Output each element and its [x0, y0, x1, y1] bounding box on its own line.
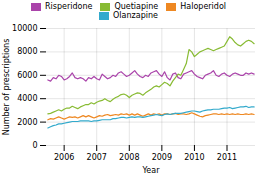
svg-text:10000: 10000 — [12, 24, 37, 33]
svg-text:8000: 8000 — [17, 47, 37, 56]
svg-text:Year: Year — [142, 166, 161, 175]
svg-text:0: 0 — [32, 141, 37, 150]
svg-text:2009: 2009 — [152, 153, 172, 162]
html-text:Risperidone: Risperidone — [45, 2, 93, 11]
svg-text:2006: 2006 — [54, 153, 74, 162]
svg-text:Number of prescriptions: Number of prescriptions — [2, 39, 11, 136]
svg-text:6000: 6000 — [17, 71, 37, 80]
svg-text:2010: 2010 — [184, 153, 204, 162]
svg-text:4000: 4000 — [17, 94, 37, 103]
html-text:Quetiapine: Quetiapine — [114, 2, 159, 11]
html-text:Olanzapine: Olanzapine — [113, 11, 158, 20]
svg-text:2008: 2008 — [119, 153, 139, 162]
svg-text:2000: 2000 — [17, 118, 37, 127]
html-text:Haloperidol: Haloperidol — [180, 2, 226, 11]
svg-text:2011: 2011 — [217, 153, 237, 162]
svg-text:2007: 2007 — [87, 153, 107, 162]
